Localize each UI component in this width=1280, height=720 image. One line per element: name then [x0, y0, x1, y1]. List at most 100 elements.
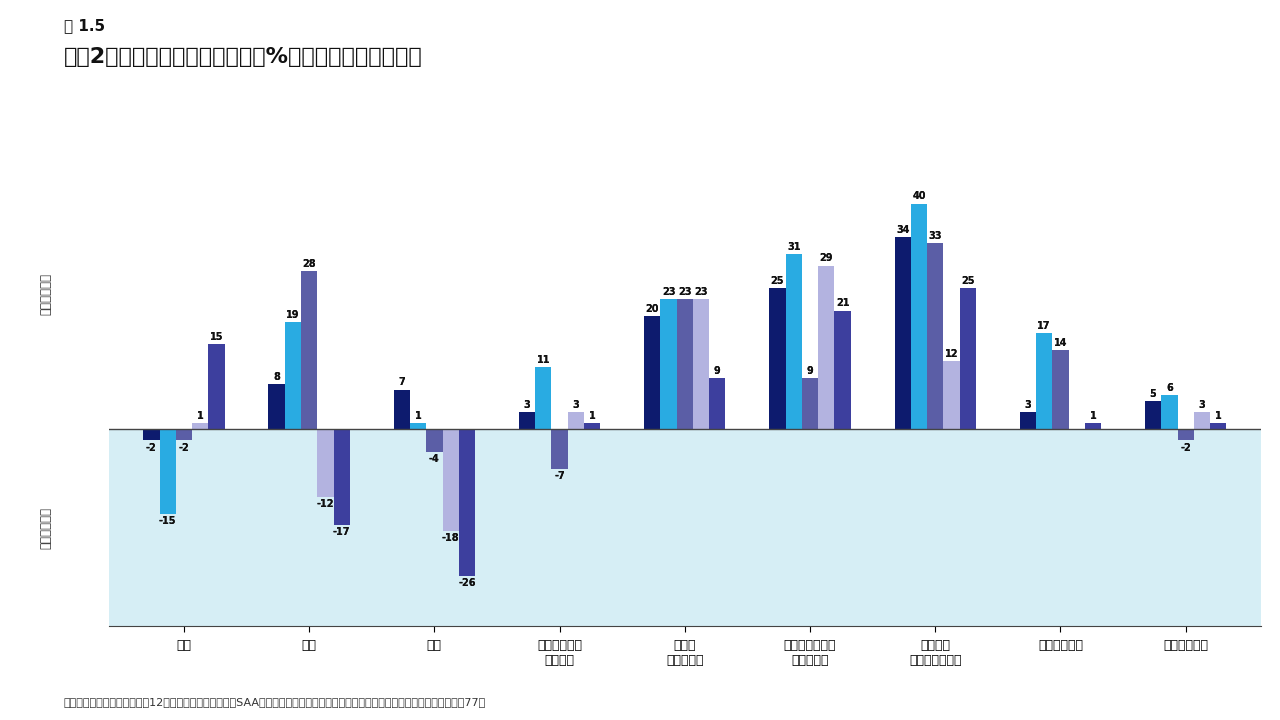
Text: -26: -26	[458, 578, 476, 588]
Bar	[284, 322, 301, 429]
Bar	[143, 429, 160, 441]
Text: 29: 29	[819, 253, 833, 264]
Text: 1: 1	[415, 411, 421, 421]
Text: -4: -4	[429, 454, 440, 464]
Text: -2: -2	[1180, 443, 1192, 453]
Bar	[410, 423, 426, 429]
Bar	[1146, 401, 1161, 429]
Text: -18: -18	[442, 533, 460, 543]
Text: -2: -2	[146, 443, 156, 453]
Text: 21: 21	[836, 298, 850, 308]
Bar	[801, 378, 818, 429]
Bar	[269, 384, 284, 429]
Text: -7: -7	[554, 471, 564, 481]
Text: 28: 28	[302, 259, 316, 269]
Text: 23: 23	[678, 287, 691, 297]
Text: 28: 28	[302, 259, 316, 269]
Text: 5: 5	[1149, 389, 1157, 399]
Text: 25: 25	[961, 276, 974, 286]
Bar	[1085, 423, 1101, 429]
Bar	[443, 429, 458, 531]
Bar	[584, 423, 600, 429]
Bar	[801, 378, 818, 429]
Bar	[1052, 350, 1069, 429]
Text: 20: 20	[645, 304, 659, 314]
Bar	[1194, 412, 1210, 429]
Bar	[192, 423, 209, 429]
Bar	[394, 390, 410, 429]
Text: 34: 34	[896, 225, 909, 235]
Text: 1: 1	[1215, 411, 1221, 421]
Bar	[1052, 350, 1069, 429]
Bar	[192, 423, 209, 429]
Bar	[1178, 429, 1194, 441]
Bar	[301, 271, 317, 429]
Text: 1: 1	[589, 411, 595, 421]
Text: 図 1.5: 図 1.5	[64, 18, 105, 33]
Text: 12: 12	[945, 349, 959, 359]
Text: 3: 3	[1198, 400, 1206, 410]
Bar	[209, 344, 224, 429]
Text: 17: 17	[1037, 321, 1051, 331]
Text: 1: 1	[589, 411, 595, 421]
Bar	[568, 412, 584, 429]
Bar	[109, 158, 1261, 429]
Bar	[818, 266, 835, 429]
Text: 25: 25	[771, 276, 785, 286]
Bar	[1210, 423, 1226, 429]
Bar	[160, 429, 175, 513]
Bar	[426, 429, 443, 451]
Bar	[1210, 423, 1226, 429]
Bar	[160, 429, 175, 513]
Bar	[960, 288, 975, 429]
Text: 21: 21	[836, 298, 850, 308]
Text: 17: 17	[1037, 321, 1051, 331]
Text: 11: 11	[536, 355, 550, 365]
Text: ネットで増加: ネットで増加	[38, 273, 52, 315]
Text: 23: 23	[694, 287, 708, 297]
Text: 23: 23	[662, 287, 676, 297]
Text: 3: 3	[572, 400, 580, 410]
Text: -7: -7	[554, 471, 564, 481]
Bar	[769, 288, 786, 429]
Text: 14: 14	[1053, 338, 1068, 348]
Bar	[1020, 412, 1036, 429]
Bar	[895, 238, 911, 429]
Text: -12: -12	[316, 499, 334, 509]
Text: 3: 3	[1024, 400, 1032, 410]
Text: 1: 1	[415, 411, 421, 421]
Bar	[334, 429, 349, 525]
Bar	[709, 378, 726, 429]
Bar	[660, 300, 677, 429]
Text: 23: 23	[662, 287, 676, 297]
Bar	[692, 300, 709, 429]
Bar	[943, 361, 960, 429]
Text: 7: 7	[398, 377, 406, 387]
Bar	[927, 243, 943, 429]
Bar	[443, 429, 458, 531]
Text: 14: 14	[1053, 338, 1068, 348]
Text: 3: 3	[524, 400, 530, 410]
Bar	[1036, 333, 1052, 429]
Bar	[895, 238, 911, 429]
Bar	[426, 429, 443, 451]
Text: 7: 7	[398, 377, 406, 387]
Bar	[1036, 333, 1052, 429]
Text: 31: 31	[787, 242, 800, 252]
Bar	[394, 390, 410, 429]
Bar	[660, 300, 677, 429]
Bar	[1085, 423, 1101, 429]
Text: 3: 3	[572, 400, 580, 410]
Bar	[644, 316, 660, 429]
Text: 40: 40	[913, 192, 925, 202]
Bar	[835, 310, 851, 429]
Text: 25: 25	[771, 276, 785, 286]
Text: 9: 9	[714, 366, 721, 376]
Bar	[317, 429, 334, 497]
Text: 11: 11	[536, 355, 550, 365]
Text: 3: 3	[1198, 400, 1206, 410]
Bar	[786, 254, 801, 429]
Text: 23: 23	[694, 287, 708, 297]
Bar	[143, 429, 160, 441]
Bar	[284, 322, 301, 429]
